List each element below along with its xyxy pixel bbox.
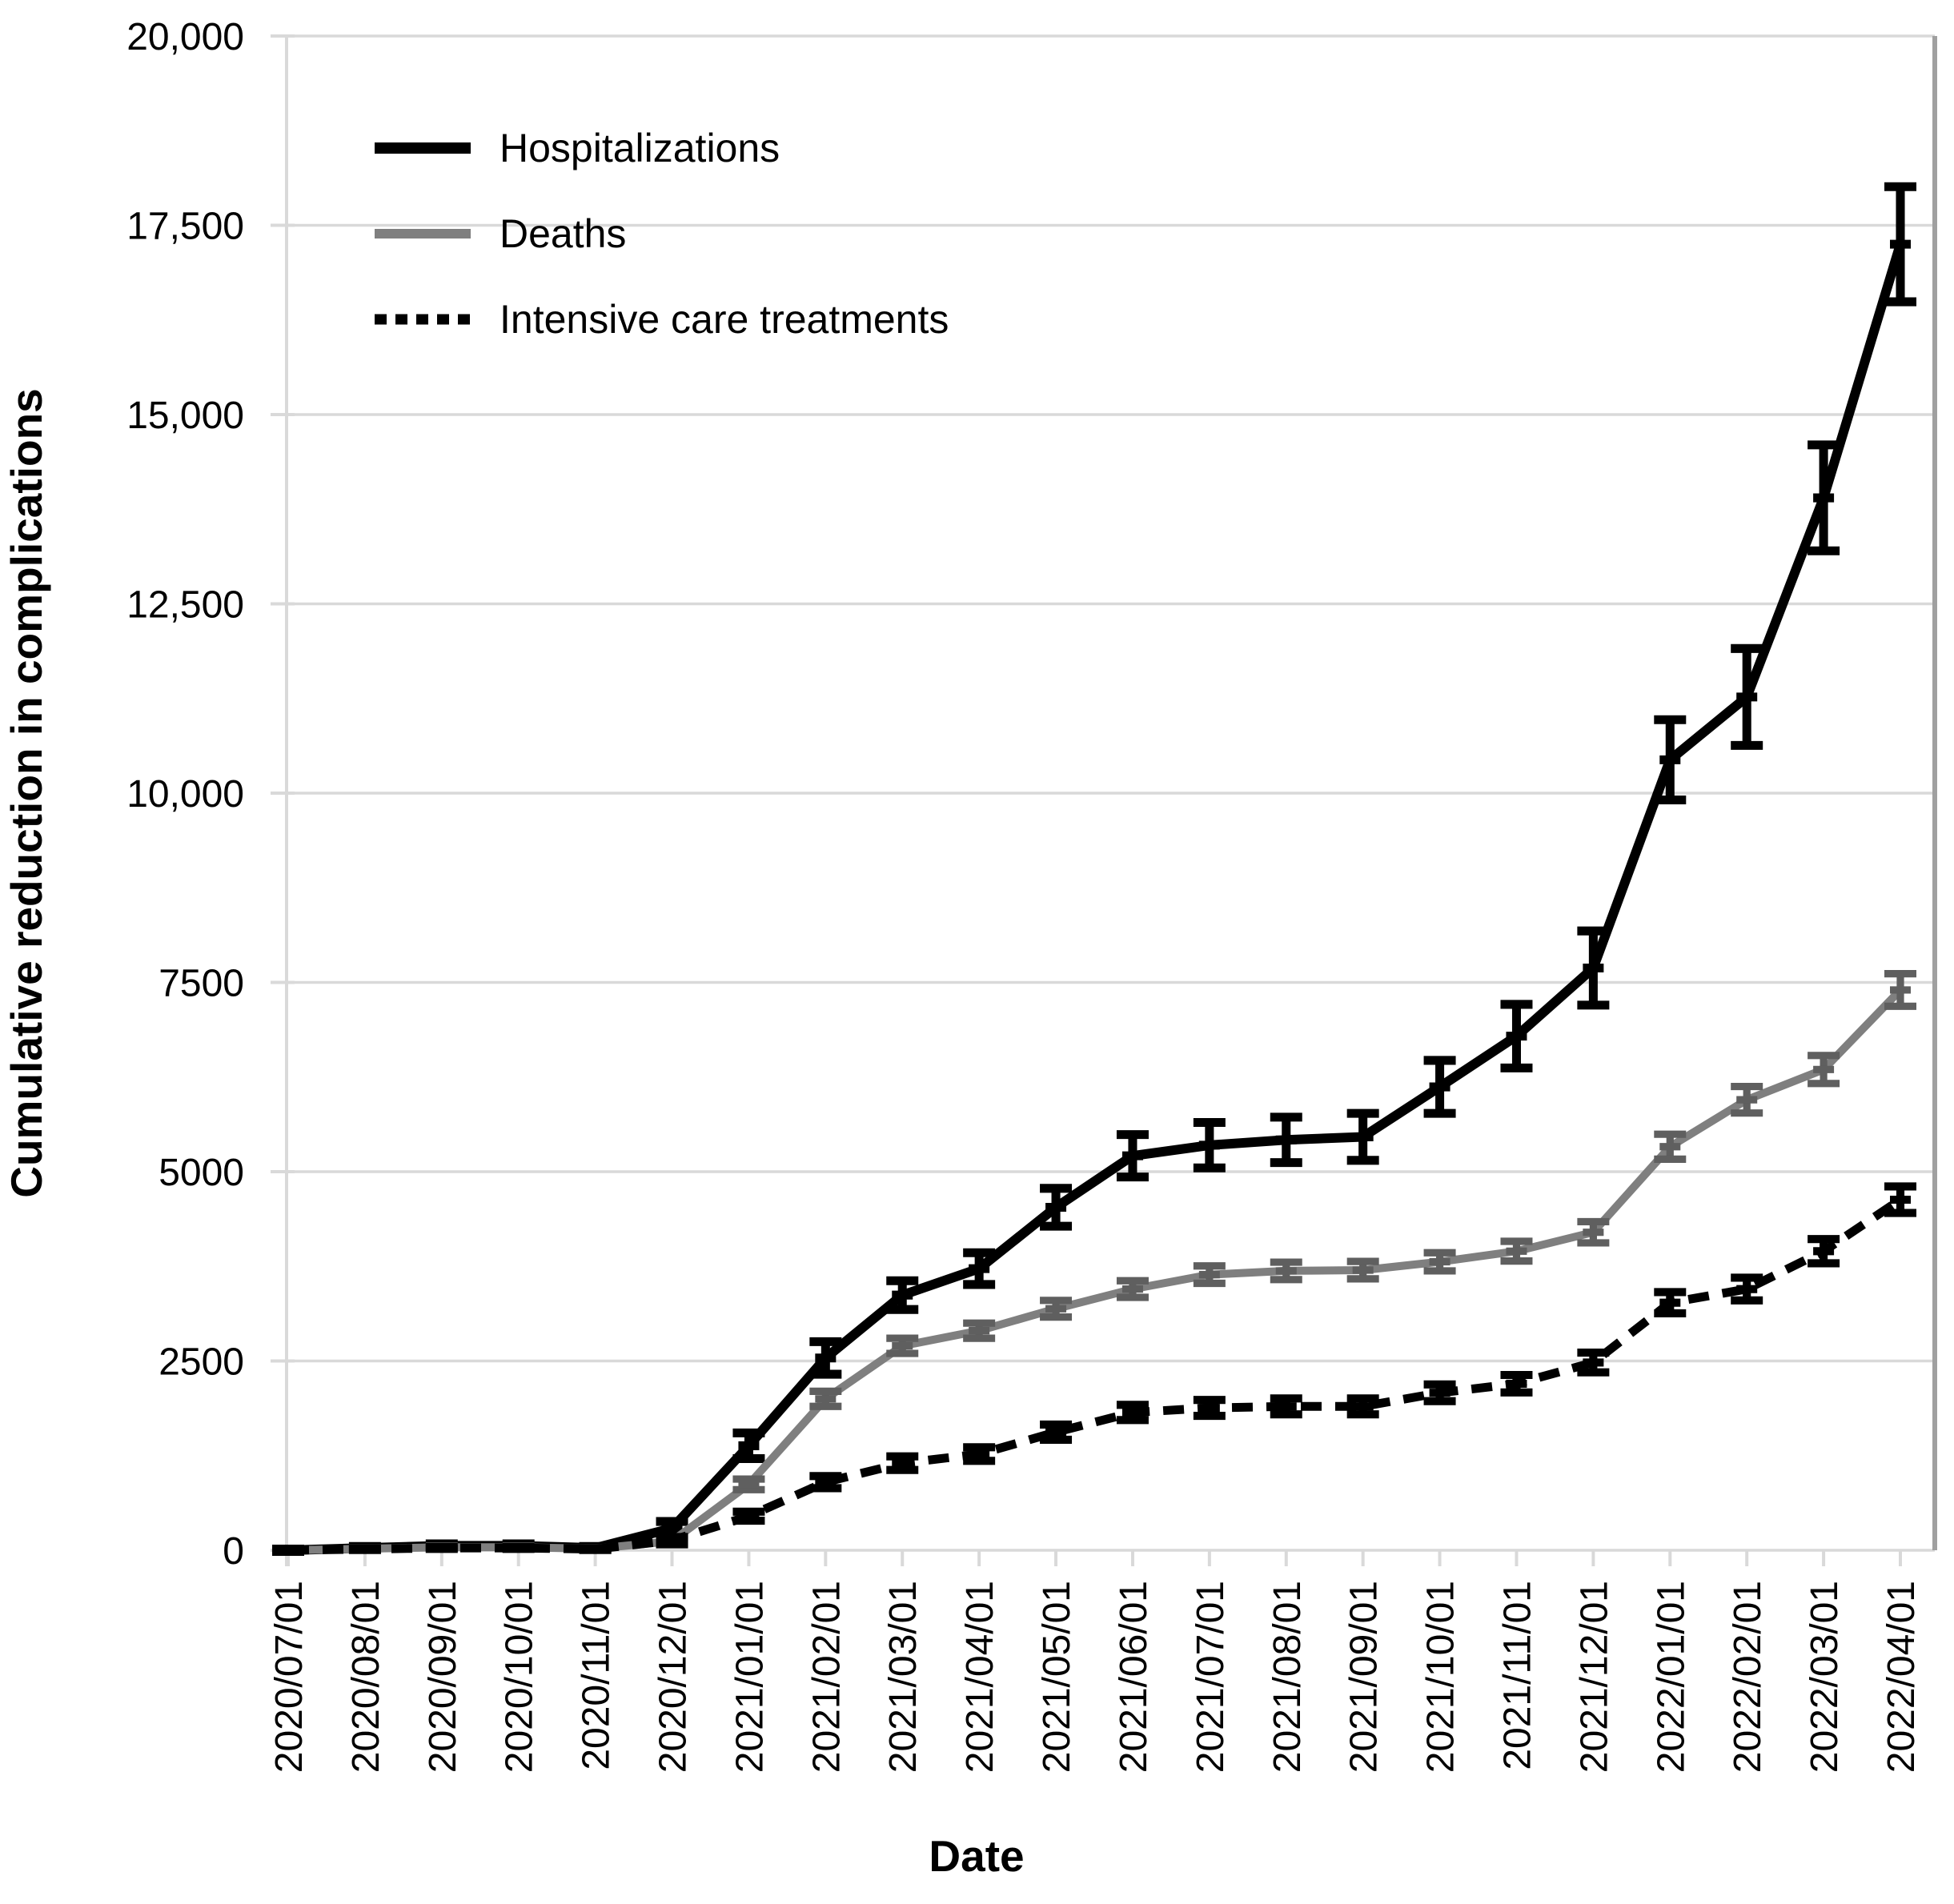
y-tick-label: 12,500 bbox=[126, 584, 244, 627]
x-tick-label: 2020/10/01 bbox=[499, 1581, 541, 1773]
x-tick-label: 2022/03/01 bbox=[1804, 1581, 1846, 1773]
legend-item-deaths: Deaths bbox=[375, 211, 626, 256]
error-bars bbox=[272, 182, 1916, 1556]
x-tick-label: 2020/11/01 bbox=[576, 1581, 618, 1770]
y-tick-label: 10,000 bbox=[126, 773, 244, 816]
legend-item-hospitalizations: Hospitalizations bbox=[375, 126, 780, 170]
x-tick-label: 2021/02/01 bbox=[805, 1581, 848, 1773]
x-tick-label: 2021/03/01 bbox=[882, 1581, 925, 1773]
y-axis: 0 2500 5000 7500 10,000 12,500 15,000 17,500 20,… bbox=[126, 16, 295, 1573]
series-line bbox=[287, 987, 1904, 1554]
x-axis: 2020/07/01 2020/08/01 2020/09/01 2020/10/01… bbox=[268, 1550, 1923, 1773]
legend-item-intensive-care-treatments: Intensive care treatments bbox=[375, 297, 949, 342]
x-tick-label: 2021/04/01 bbox=[959, 1581, 1001, 1773]
y-tick-label: 0 bbox=[223, 1530, 244, 1573]
series-line bbox=[287, 1196, 1904, 1555]
x-tick-label: 2022/02/01 bbox=[1727, 1581, 1769, 1773]
x-tick-label: 2020/07/01 bbox=[268, 1581, 311, 1773]
error-bars bbox=[272, 970, 1916, 1555]
x-tick-label: 2021/09/01 bbox=[1343, 1581, 1386, 1773]
legend-label: Hospitalizations bbox=[500, 126, 780, 170]
y-axis-title: Cumulative reduction in complications bbox=[2, 388, 51, 1198]
x-tick-label: 2021/07/01 bbox=[1190, 1581, 1232, 1773]
x-tick-label: 2021/10/01 bbox=[1420, 1581, 1462, 1773]
gridlines bbox=[287, 34, 1935, 1552]
x-tick-label: 2022/01/01 bbox=[1650, 1581, 1692, 1773]
error-bars bbox=[272, 1182, 1916, 1555]
x-tick-label: 2021/01/01 bbox=[728, 1581, 771, 1773]
x-tick-label: 2021/06/01 bbox=[1113, 1581, 1155, 1773]
y-tick-label: 15,000 bbox=[126, 395, 244, 437]
y-tick-label: 2500 bbox=[158, 1341, 244, 1384]
legend: Hospitalizations Deaths Intensive care tre… bbox=[375, 126, 949, 342]
x-tick-label: 2021/05/01 bbox=[1036, 1581, 1078, 1773]
series-hospitalizations bbox=[287, 243, 1905, 1555]
x-tick-label: 2020/09/01 bbox=[422, 1581, 464, 1773]
series-intensive-care-treatments bbox=[287, 1196, 1904, 1555]
y-tick-label: 5000 bbox=[158, 1152, 244, 1194]
legend-label: Intensive care treatments bbox=[500, 297, 949, 342]
x-tick-label: 2021/11/01 bbox=[1496, 1581, 1539, 1770]
series-line bbox=[287, 243, 1905, 1555]
x-tick-label: 2021/08/01 bbox=[1266, 1581, 1309, 1773]
x-axis-title: Date bbox=[929, 1831, 1024, 1881]
y-tick-label: 17,500 bbox=[126, 206, 244, 248]
legend-label: Deaths bbox=[500, 211, 626, 256]
series-deaths bbox=[287, 987, 1904, 1554]
x-tick-label: 2020/12/01 bbox=[652, 1581, 695, 1773]
x-tick-label: 2020/08/01 bbox=[345, 1581, 387, 1773]
plot-area: 0 2500 5000 7500 10,000 12,500 15,000 17,500 20,… bbox=[126, 16, 1937, 1773]
x-tick-label: 2022/04/01 bbox=[1880, 1581, 1923, 1773]
x-tick-label: 2021/12/01 bbox=[1573, 1581, 1615, 1773]
y-tick-label: 7500 bbox=[158, 963, 244, 1005]
y-tick-label: 20,000 bbox=[126, 16, 244, 58]
